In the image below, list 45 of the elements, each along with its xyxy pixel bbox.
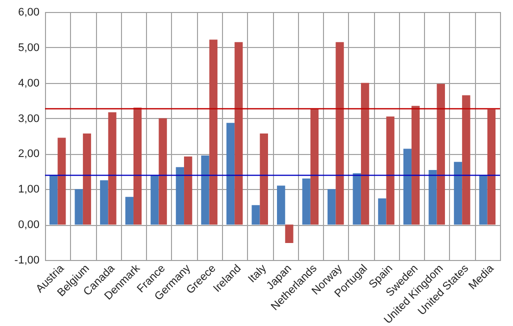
bar <box>436 84 445 225</box>
bar <box>201 155 210 225</box>
bar <box>125 196 134 225</box>
bar <box>58 138 66 225</box>
y-tick-label: 3,00 <box>18 112 40 125</box>
bar <box>310 108 319 225</box>
bar <box>336 42 344 225</box>
bar <box>226 122 235 225</box>
y-tick-label: 1,00 <box>18 184 40 196</box>
bar <box>428 170 437 225</box>
y-tick-label: 5,00 <box>18 42 40 54</box>
bar <box>234 42 243 225</box>
bar <box>378 198 386 225</box>
bar <box>100 180 108 225</box>
bar <box>276 186 286 225</box>
y-tick-label: 4,00 <box>18 77 40 90</box>
bar <box>260 134 268 225</box>
bar <box>74 189 83 225</box>
bar <box>412 106 420 225</box>
y-tick-label: 6,00 <box>18 6 40 18</box>
bar <box>479 174 488 225</box>
bar <box>386 116 394 225</box>
bar <box>209 40 218 225</box>
bar <box>133 108 142 225</box>
bar <box>328 189 336 225</box>
bar <box>176 167 184 225</box>
bar <box>108 112 116 225</box>
bar <box>462 95 470 225</box>
bar <box>82 134 92 225</box>
bar <box>49 174 58 225</box>
bar <box>158 118 167 225</box>
bar <box>352 173 361 225</box>
bar <box>150 174 159 225</box>
x-tick-label: Italy <box>246 262 270 286</box>
bar <box>252 205 260 225</box>
bar <box>360 82 370 225</box>
bar <box>454 162 462 225</box>
y-tick-label: 0,00 <box>18 219 40 232</box>
y-tick-label: -1,00 <box>14 254 40 266</box>
bar <box>403 148 412 225</box>
bar <box>487 109 496 225</box>
bar <box>285 224 294 243</box>
bar <box>184 156 192 225</box>
y-tick-label: 2,00 <box>18 148 40 160</box>
bar <box>302 178 310 225</box>
